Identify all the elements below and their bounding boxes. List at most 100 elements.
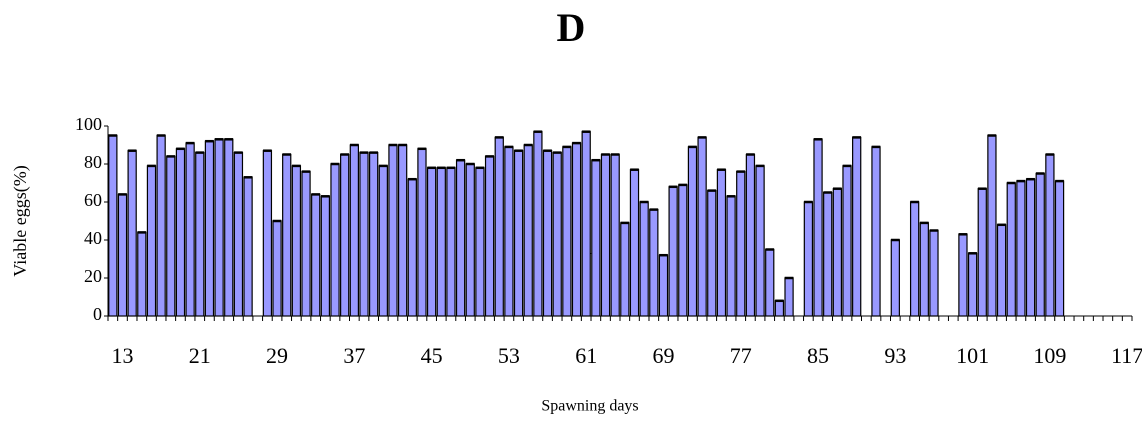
y-tick-label: 100 (75, 114, 102, 134)
bar (455, 159, 466, 317)
bar (504, 146, 514, 317)
bar (349, 144, 359, 317)
bar (156, 134, 166, 317)
bar (687, 146, 698, 317)
x-tick-label: 13 (111, 343, 133, 368)
bar (340, 153, 350, 317)
bar (137, 231, 147, 317)
bar (803, 201, 814, 317)
bar (359, 152, 369, 317)
x-tick-label: 77 (730, 343, 752, 368)
y-tick-label: 80 (84, 152, 102, 172)
bar (523, 144, 533, 317)
bar (571, 142, 582, 317)
bar (533, 131, 543, 317)
bar (871, 146, 881, 317)
x-tick-label: 45 (421, 343, 443, 368)
bar (600, 153, 611, 317)
bar (1016, 180, 1026, 317)
bar (745, 153, 756, 317)
bar (262, 150, 273, 317)
bar (465, 163, 475, 317)
bar (562, 146, 572, 317)
bar (369, 152, 379, 317)
bar (320, 195, 331, 317)
x-axis-label: Spawning days (541, 398, 638, 415)
bar (726, 195, 736, 317)
bar (909, 201, 920, 317)
bar (774, 300, 785, 317)
bar (291, 165, 302, 317)
bar (446, 167, 456, 317)
bar (1006, 182, 1016, 317)
bar (823, 191, 833, 317)
bar (629, 169, 640, 317)
bar (755, 165, 765, 317)
x-tick-label: 85 (807, 343, 829, 368)
bar (552, 152, 562, 317)
bar (542, 150, 553, 317)
bar (765, 248, 775, 317)
bar (127, 150, 137, 317)
y-tick-label: 40 (84, 228, 102, 248)
bar (716, 169, 727, 317)
bar (282, 153, 292, 317)
bar (697, 136, 707, 317)
bar (243, 176, 253, 317)
bar (204, 140, 215, 317)
bar (117, 193, 128, 317)
bar (233, 152, 244, 317)
y-axis-label: Viable eggs(%) (10, 165, 31, 276)
x-tick-label: 37 (343, 343, 365, 368)
bar (185, 142, 195, 317)
bar (426, 167, 437, 317)
bar (658, 254, 669, 317)
bar (591, 159, 601, 317)
x-tick-label: 21 (189, 343, 211, 368)
bar (784, 277, 794, 317)
bar (195, 152, 205, 317)
bar (967, 252, 978, 317)
bar (378, 165, 388, 317)
y-tick-label: 0 (93, 304, 102, 324)
x-tick-label: 93 (884, 343, 906, 368)
bar (301, 171, 311, 317)
bar (678, 184, 688, 317)
bar (958, 233, 968, 317)
bar (649, 209, 659, 317)
bar (436, 167, 446, 317)
x-tick-label: 117 (1111, 343, 1142, 368)
x-tick-label: 61 (575, 343, 597, 368)
bar (736, 171, 746, 317)
y-tick-label: 60 (84, 190, 102, 210)
x-tick-label: 109 (1033, 343, 1066, 368)
bar (330, 163, 340, 317)
bar (475, 167, 485, 317)
x-tick-label: 69 (652, 343, 674, 368)
bar (842, 165, 852, 317)
x-tick-label: 29 (266, 343, 288, 368)
bar (890, 239, 900, 317)
bar (977, 188, 987, 317)
bar (1035, 172, 1045, 317)
bar (707, 190, 717, 317)
bar (832, 188, 843, 317)
bar (639, 201, 649, 317)
bar (987, 134, 997, 317)
bar (581, 131, 591, 317)
bar (108, 134, 118, 317)
bar (417, 148, 427, 317)
x-tick-label: 53 (498, 343, 520, 368)
bar (397, 144, 408, 317)
x-tick-label: 101 (956, 343, 989, 368)
bar (852, 136, 862, 317)
bar (813, 138, 823, 317)
bar (919, 222, 929, 317)
bar (175, 148, 186, 317)
bar (668, 186, 678, 317)
bar (214, 138, 224, 317)
bar (388, 144, 398, 317)
bar (311, 193, 321, 317)
bar (407, 178, 417, 317)
